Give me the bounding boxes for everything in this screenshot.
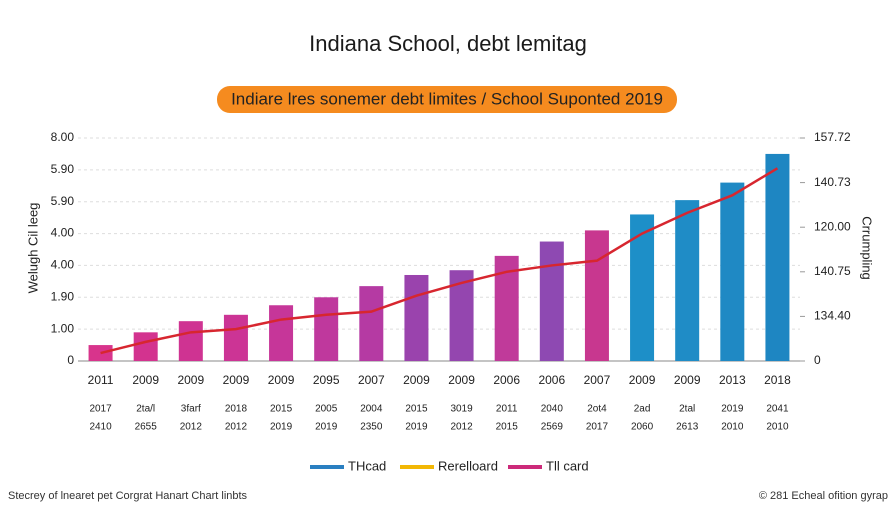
bar [675, 200, 700, 361]
y-tick-label: 0 [67, 353, 74, 367]
chart-title: Indiana School, debt lemitag [309, 31, 587, 56]
y-axis-title: Welugh Cil leeg [25, 203, 40, 294]
x-tick-label-3: 2012 [225, 422, 248, 433]
legend-label: Tll card [546, 458, 589, 473]
x-tick-label: 2009 [177, 373, 204, 387]
x-tick-label-3: 2010 [766, 422, 789, 433]
bar [133, 332, 158, 361]
y-tick-label: 5.90 [51, 162, 75, 176]
x-tick-label-2: 3019 [450, 404, 473, 415]
y-tick-label: 1.00 [51, 321, 75, 335]
bar [404, 274, 429, 361]
bar [178, 321, 203, 361]
x-tick-label: 2009 [448, 373, 475, 387]
y-tick-label: 5.90 [51, 194, 75, 208]
x-tick-label-2: 2041 [766, 404, 789, 415]
bar [539, 241, 564, 361]
x-tick-label-2: 2019 [721, 404, 744, 415]
legend-label: THcad [348, 458, 386, 473]
y-tick-label: 4.00 [51, 258, 75, 272]
x-tick-label-2: 2005 [315, 404, 338, 415]
y2-tick-label: 0 [814, 353, 821, 367]
x-tick-label-3: 2350 [360, 422, 383, 433]
x-tick-label: 2009 [132, 373, 159, 387]
x-tick-label: 2009 [223, 373, 250, 387]
x-tick-label-3: 2655 [135, 422, 158, 433]
y2-tick-label: 157.72 [814, 130, 851, 144]
x-tick-label-2: 2040 [541, 404, 564, 415]
x-tick-label-2: 2ta/l [136, 404, 155, 415]
x-tick-label-2: 2015 [405, 404, 428, 415]
bar [720, 182, 745, 361]
legend-swatch [310, 465, 344, 469]
x-tick-label-2: 2tal [679, 404, 695, 415]
y2-axis-title: Crrumpling [860, 216, 875, 280]
bar [269, 305, 294, 361]
x-tick-label: 2009 [268, 373, 295, 387]
x-tick-label: 2095 [313, 373, 340, 387]
x-tick-label-2: 2ad [634, 404, 651, 415]
x-tick-label-3: 2010 [721, 422, 744, 433]
x-tick-label-3: 2017 [586, 422, 609, 433]
x-tick-label-3: 2410 [89, 422, 112, 433]
source-note: Stecrey of lnearet pet Corgrat Hanart Ch… [8, 490, 248, 502]
x-tick-label-2: 3farf [181, 404, 201, 415]
y-tick-label: 4.00 [51, 226, 75, 240]
bar [630, 214, 655, 361]
x-tick-label: 2011 [88, 373, 114, 387]
x-tick-label-2: 2018 [225, 404, 248, 415]
x-tick-label-3: 2019 [315, 422, 338, 433]
x-tick-label: 2009 [629, 373, 656, 387]
y2-tick-label: 120.00 [814, 219, 851, 233]
x-tick-label-3: 2015 [496, 422, 519, 433]
y-tick-label: 1.90 [51, 289, 75, 303]
x-tick-label: 2006 [493, 373, 520, 387]
credit-note: © 281 Echeal ofition gyrap [759, 490, 888, 502]
bar [223, 314, 248, 361]
subtitle-pill [217, 86, 677, 113]
x-tick-label: 2009 [674, 373, 701, 387]
x-tick-label-3: 2060 [631, 422, 654, 433]
x-tick-label-2: 2011 [496, 404, 518, 415]
x-tick-label-3: 2569 [541, 422, 564, 433]
x-tick-label: 2018 [764, 373, 791, 387]
y-tick-label: 8.00 [51, 130, 75, 144]
legend-label: Rerelloard [438, 458, 498, 473]
bar [314, 297, 339, 361]
x-tick-label-3: 2019 [405, 422, 428, 433]
x-tick-label-2: 2ot4 [587, 404, 607, 415]
bar [584, 230, 609, 361]
x-tick-label: 2007 [358, 373, 385, 387]
x-tick-label: 2007 [584, 373, 611, 387]
y2-tick-label: 140.73 [814, 175, 851, 189]
chart-subtitle: Indiare lres sonemer debt limites / Scho… [231, 89, 663, 108]
x-tick-label-3: 2012 [180, 422, 203, 433]
legend-swatch [400, 465, 434, 469]
x-tick-label-2: 2015 [270, 404, 293, 415]
trend-line [100, 167, 779, 355]
x-tick-label: 2013 [719, 373, 746, 387]
x-tick-label: 2006 [538, 373, 565, 387]
x-tick-label: 2009 [403, 373, 430, 387]
legend-swatch [508, 465, 542, 469]
x-tick-label-3: 2012 [450, 422, 473, 433]
x-tick-label-2: 2017 [89, 404, 112, 415]
bar [765, 153, 790, 361]
bar [359, 286, 384, 361]
y2-tick-label: 140.75 [814, 264, 851, 278]
x-tick-label-2: 2004 [360, 404, 383, 415]
y2-tick-label: 134.40 [814, 309, 851, 323]
x-tick-label-3: 2019 [270, 422, 293, 433]
x-tick-label-3: 2613 [676, 422, 699, 433]
